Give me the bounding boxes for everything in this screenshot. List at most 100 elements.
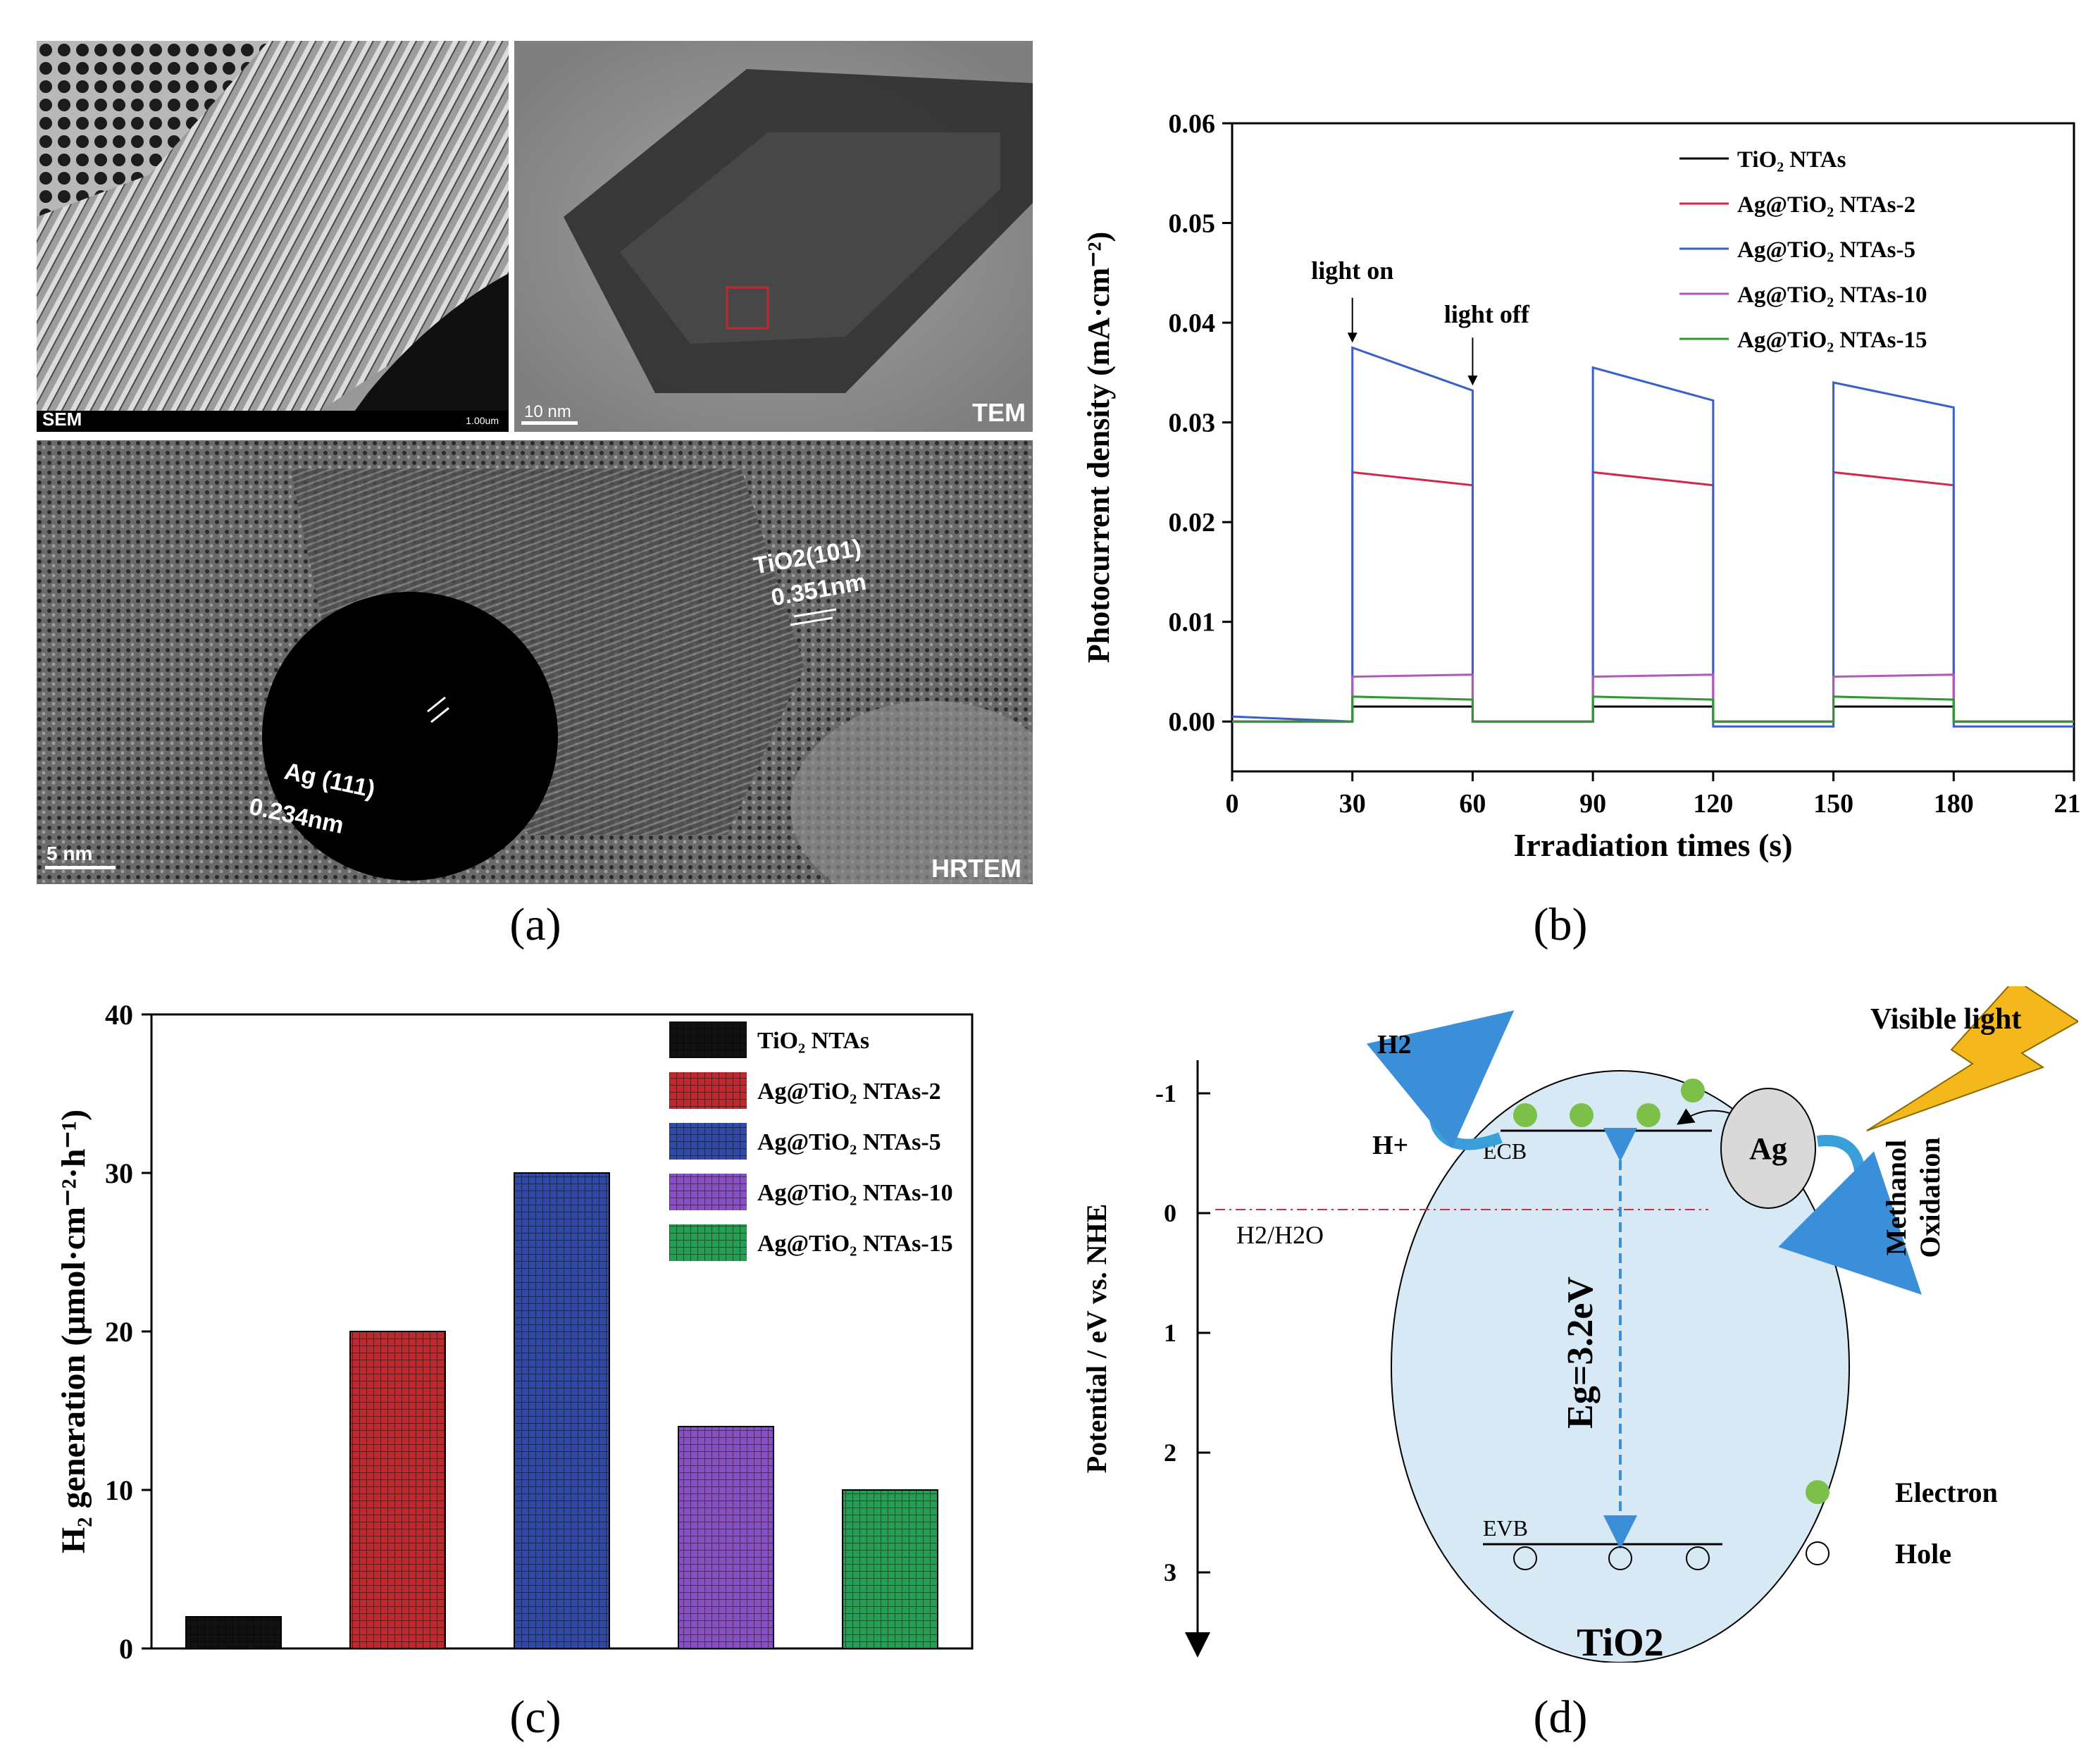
x-tick-label: 60: [1459, 789, 1486, 819]
y-tick-label: 20: [105, 1316, 133, 1348]
x-tick-label: 210: [2054, 789, 2081, 819]
annotation-arrowhead: [1467, 375, 1478, 386]
hole-icon: [1513, 1546, 1537, 1570]
y-tick-label: 0.06: [1169, 109, 1216, 139]
x-tick-label: 180: [1934, 789, 1974, 819]
h2-label: H2: [1377, 1030, 1412, 1060]
bar: [842, 1489, 938, 1649]
methanol-oxidation-arrow: [1778, 1135, 1922, 1295]
panel-label-c: (c): [509, 1691, 561, 1743]
tem-tag: TEM: [972, 398, 1026, 427]
hrtem-image: Ag (111) 0.234nm TiO2(101) 0.351nm 5 nm …: [37, 440, 1033, 884]
tick-label: -1: [1155, 1079, 1176, 1107]
y-tick-label: 0: [119, 1633, 133, 1665]
panel-label-a: (a): [509, 899, 561, 950]
h2-h2o-label: H2/H2O: [1236, 1221, 1324, 1249]
x-axis-title: Irradiation times (s): [1513, 827, 1792, 863]
tio2-label: TiO2: [1577, 1621, 1663, 1663]
bar: [349, 1331, 446, 1649]
legend-swatch: [669, 1021, 747, 1058]
series-line: [1232, 673, 2074, 723]
legend-label: Ag@TiO₂ NTAs-2: [757, 1079, 941, 1105]
sem-scale-label: 1.00um: [466, 415, 499, 426]
legend-label: TiO₂ NTAs: [1737, 147, 1846, 173]
legend-swatch: [669, 1072, 747, 1109]
sem-tag: SEM: [42, 409, 82, 430]
methanol-label: Methanol: [1880, 1140, 1912, 1255]
tick-label: 2: [1164, 1439, 1176, 1467]
oxidation-label: Oxidation: [1914, 1137, 1946, 1257]
legend-label: Ag@TiO₂ NTAs-5: [1737, 237, 1915, 263]
y-axis-title: Photocurrent density (mA·cm⁻²): [1081, 232, 1116, 663]
potential-axis-label: Potential / eV vs. NHE: [1081, 1204, 1112, 1474]
y-axis-title: H₂ generation (μmol·cm⁻²·h⁻¹): [55, 1110, 92, 1553]
hole-icon: [1686, 1546, 1710, 1570]
y-tick-label: 0.03: [1169, 409, 1216, 438]
legend-label: Ag@TiO₂ NTAs-15: [757, 1231, 953, 1257]
legend-hole-icon: [1806, 1541, 1830, 1565]
series-line: [1232, 695, 2074, 723]
sem-tag-bar: [37, 411, 509, 432]
panel-label-d: (d): [1533, 1691, 1588, 1743]
plot-frame: [1231, 122, 2075, 773]
y-tick-label: 0.00: [1169, 707, 1216, 737]
bar: [678, 1426, 774, 1649]
h2-generation-chart: 0 10 20 30 40 H₂ generation (μmol·cm⁻²·h⁻¹) Ti…: [55, 999, 974, 1665]
y-tick-label: 0.01: [1169, 608, 1216, 638]
y-tick-label: 30: [105, 1157, 133, 1189]
legend-swatch: [669, 1224, 747, 1261]
legend-hole-label: Hole: [1895, 1538, 1951, 1570]
legend-electron-icon: [1806, 1480, 1830, 1504]
legend-label: Ag@TiO₂ NTAs-15: [1737, 328, 1927, 353]
series-line: [1232, 705, 2074, 723]
hrtem-scale-label: 5 nm: [46, 843, 92, 864]
x-tick-label: 30: [1339, 789, 1366, 819]
tem-texture: [514, 41, 1033, 432]
panel-label-b: (b): [1533, 899, 1588, 950]
hrtem-tag: HRTEM: [931, 854, 1021, 883]
tem-selection-box: [726, 286, 769, 330]
lightning-icon: [1866, 986, 2078, 1131]
legend-swatch: [669, 1123, 747, 1160]
y-tick-label: 10: [105, 1474, 133, 1506]
y-tick-label: 0.04: [1169, 309, 1216, 338]
y-tick-label: 40: [105, 999, 133, 1031]
electron-icon: [1681, 1079, 1705, 1102]
x-tick-label: 90: [1579, 789, 1606, 819]
y-tick-label: 0.02: [1169, 508, 1216, 538]
band-diagram: -1 0 1 2 3 Potential / eV vs. NHE H2/H2O…: [1081, 986, 2078, 1663]
legend-swatch: [669, 1174, 747, 1210]
evb-label: EVB: [1483, 1515, 1528, 1541]
legend-electron-label: Electron: [1895, 1477, 1998, 1508]
sem-texture: [37, 41, 509, 432]
tem-image: 10 nm TEM: [514, 41, 1033, 432]
hrtem-texture: Ag (111) 0.234nm TiO2(101) 0.351nm 5 nm …: [37, 440, 1033, 884]
hole-icon: [1608, 1546, 1632, 1570]
ag-nanoparticle: [262, 592, 558, 881]
hydrogen-evolution-arrow: [1366, 1010, 1515, 1150]
annotation-light-on: light on: [1311, 256, 1393, 285]
x-tick-label: 150: [1813, 789, 1853, 819]
legend-label: Ag@TiO₂ NTAs-5: [757, 1129, 941, 1155]
legend-label: Ag@TiO₂ NTAs-10: [757, 1180, 953, 1206]
sem-image: SEM 1.00um: [37, 41, 509, 432]
bar: [185, 1616, 282, 1649]
photocurrent-chart: 0 30 60 90 120 150 180 210 0.00 0.01 0.02 0.03 0.04 0…: [1081, 109, 2081, 863]
series-line: [1232, 471, 2074, 723]
y-tick-label: 0.05: [1169, 209, 1216, 239]
x-tick-label: 120: [1693, 789, 1733, 819]
electron-icon: [1570, 1103, 1594, 1127]
tem-scale-label: 10 nm: [524, 402, 571, 421]
visible-light-label: Visible light: [1870, 1003, 2021, 1036]
series-line: [1231, 346, 2074, 728]
ag-label: Ag: [1749, 1131, 1787, 1166]
electron-icon: [1513, 1103, 1537, 1127]
tick-label: 3: [1164, 1558, 1176, 1586]
legend-label: Ag@TiO₂ NTAs-10: [1737, 282, 1927, 308]
legend-label: Ag@TiO₂ NTAs-2: [1737, 192, 1915, 218]
annotation-arrowhead: [1347, 333, 1358, 343]
legend-label: TiO₂ NTAs: [757, 1028, 869, 1054]
tick-label: 1: [1164, 1319, 1176, 1347]
hplus-label: H+: [1372, 1131, 1408, 1160]
annotation-light-off: light off: [1444, 300, 1530, 328]
